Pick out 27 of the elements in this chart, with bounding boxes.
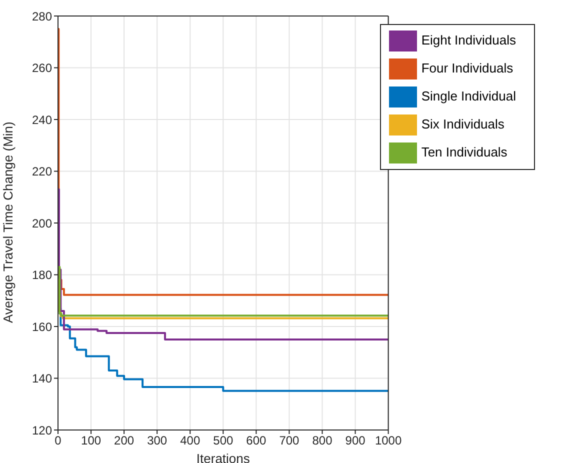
x-tick-label: 100 (81, 434, 102, 448)
legend-label: Eight Individuals (421, 32, 516, 48)
x-axis-title: Iterations (196, 451, 250, 463)
legend-label: Four Individuals (421, 60, 514, 76)
y-tick-label: 220 (32, 164, 52, 179)
y-tick-label: 180 (32, 268, 52, 282)
x-tick-label: 600 (246, 434, 267, 448)
x-tick-label: 700 (279, 434, 300, 448)
y-tick-label: 160 (32, 320, 52, 334)
y-tick-label: 240 (32, 112, 52, 127)
y-tick-label: 260 (32, 61, 52, 76)
x-tick-label: 200 (114, 434, 134, 448)
x-tick-label: 1000 (374, 434, 402, 448)
x-tick-label: 900 (345, 434, 366, 448)
legend-label: Ten Individuals (421, 144, 508, 160)
legend-label: Single Individual (421, 88, 516, 104)
legend-label: Six Individuals (421, 116, 504, 132)
x-tick-label: 300 (147, 434, 168, 448)
y-axis-title: Average Travel Time Change (Min) (0, 122, 16, 323)
x-tick-label: 500 (213, 434, 234, 448)
y-tick-label: 200 (32, 216, 52, 230)
x-tick-label: 0 (54, 434, 62, 448)
x-tick-label: 400 (180, 434, 200, 448)
y-tick-label: 280 (32, 9, 52, 24)
x-tick-label: 800 (312, 434, 333, 448)
y-tick-label: 120 (32, 423, 52, 438)
y-tick-label: 140 (32, 372, 52, 386)
